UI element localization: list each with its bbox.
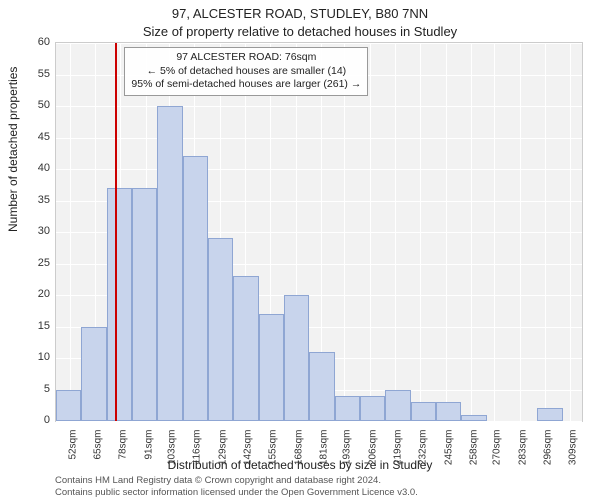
x-tick-label: 206sqm [367, 430, 378, 466]
y-axis-label: Number of detached properties [6, 67, 20, 232]
histogram-bar [56, 390, 81, 422]
y-tick-label: 35 [0, 194, 50, 206]
histogram-bar [132, 188, 157, 421]
histogram-bar [411, 402, 436, 421]
y-tick-label: 10 [0, 351, 50, 363]
histogram-bar [157, 106, 182, 421]
annotation-line: 95% of semi-detached houses are larger (… [131, 78, 361, 92]
histogram-bar [107, 188, 132, 421]
x-tick-label: 193sqm [342, 430, 353, 466]
gridline-v [446, 43, 447, 421]
annotation-line: ← 5% of detached houses are smaller (14) [131, 65, 361, 79]
histogram-bar [208, 238, 233, 421]
x-tick-label: 232sqm [418, 430, 429, 466]
x-tick-label: 168sqm [293, 430, 304, 466]
gridline-v [471, 43, 472, 421]
x-tick-label: 129sqm [217, 430, 228, 466]
histogram-bar [284, 295, 309, 421]
x-tick-label: 258sqm [468, 430, 479, 466]
x-tick-label: 91sqm [143, 430, 154, 460]
gridline-v [70, 43, 71, 421]
histogram-bar [385, 390, 410, 422]
x-tick-label: 283sqm [517, 430, 528, 466]
annotation-line: 97 ALCESTER ROAD: 76sqm [131, 51, 361, 65]
gridline-h [56, 421, 582, 422]
histogram-bar [81, 327, 106, 422]
x-tick-label: 155sqm [268, 430, 279, 466]
footer-line-1: Contains HM Land Registry data © Crown c… [55, 475, 418, 486]
x-tick-label: 142sqm [242, 430, 253, 466]
gridline-h [56, 138, 582, 139]
histogram-bar [335, 396, 360, 421]
histogram-bar [233, 276, 258, 421]
x-tick-label: 309sqm [568, 430, 579, 466]
x-tick-label: 103sqm [166, 430, 177, 466]
y-tick-label: 45 [0, 131, 50, 143]
x-tick-label: 270sqm [492, 430, 503, 466]
gridline-h [56, 106, 582, 107]
gridline-v [570, 43, 571, 421]
x-tick-label: 52sqm [67, 430, 78, 460]
y-tick-label: 0 [0, 414, 50, 426]
x-tick-label: 116sqm [192, 430, 203, 465]
gridline-v [420, 43, 421, 421]
x-tick-label: 219sqm [392, 430, 403, 466]
y-tick-label: 50 [0, 99, 50, 111]
reference-line [115, 43, 117, 421]
gridline-v [494, 43, 495, 421]
footer-credits: Contains HM Land Registry data © Crown c… [55, 475, 418, 498]
chart-title-address: 97, ALCESTER ROAD, STUDLEY, B80 7NN [0, 6, 600, 21]
y-tick-label: 55 [0, 68, 50, 80]
gridline-v [395, 43, 396, 421]
gridline-v [520, 43, 521, 421]
gridline-v [545, 43, 546, 421]
histogram-bar [183, 156, 208, 421]
x-tick-label: 65sqm [92, 430, 103, 460]
x-tick-label: 296sqm [542, 430, 553, 466]
y-tick-label: 60 [0, 36, 50, 48]
gridline-h [56, 43, 582, 44]
x-tick-label: 245sqm [443, 430, 454, 466]
histogram-bar [436, 402, 461, 421]
x-tick-label: 78sqm [118, 430, 129, 460]
footer-line-2: Contains public sector information licen… [55, 487, 418, 498]
histogram-bar [360, 396, 385, 421]
y-tick-label: 20 [0, 288, 50, 300]
annotation-box: 97 ALCESTER ROAD: 76sqm← 5% of detached … [124, 47, 368, 96]
y-tick-label: 5 [0, 383, 50, 395]
y-tick-label: 30 [0, 225, 50, 237]
y-tick-label: 40 [0, 162, 50, 174]
histogram-bar [461, 415, 486, 421]
x-tick-label: 181sqm [318, 430, 329, 466]
gridline-h [56, 169, 582, 170]
gridline-v [344, 43, 345, 421]
histogram-bar [309, 352, 334, 421]
histogram-bar [537, 408, 562, 421]
chart-subtitle: Size of property relative to detached ho… [0, 24, 600, 39]
histogram-bar [259, 314, 284, 421]
gridline-v [370, 43, 371, 421]
plot-area: 97 ALCESTER ROAD: 76sqm← 5% of detached … [55, 42, 583, 422]
y-tick-label: 25 [0, 257, 50, 269]
y-tick-label: 15 [0, 320, 50, 332]
